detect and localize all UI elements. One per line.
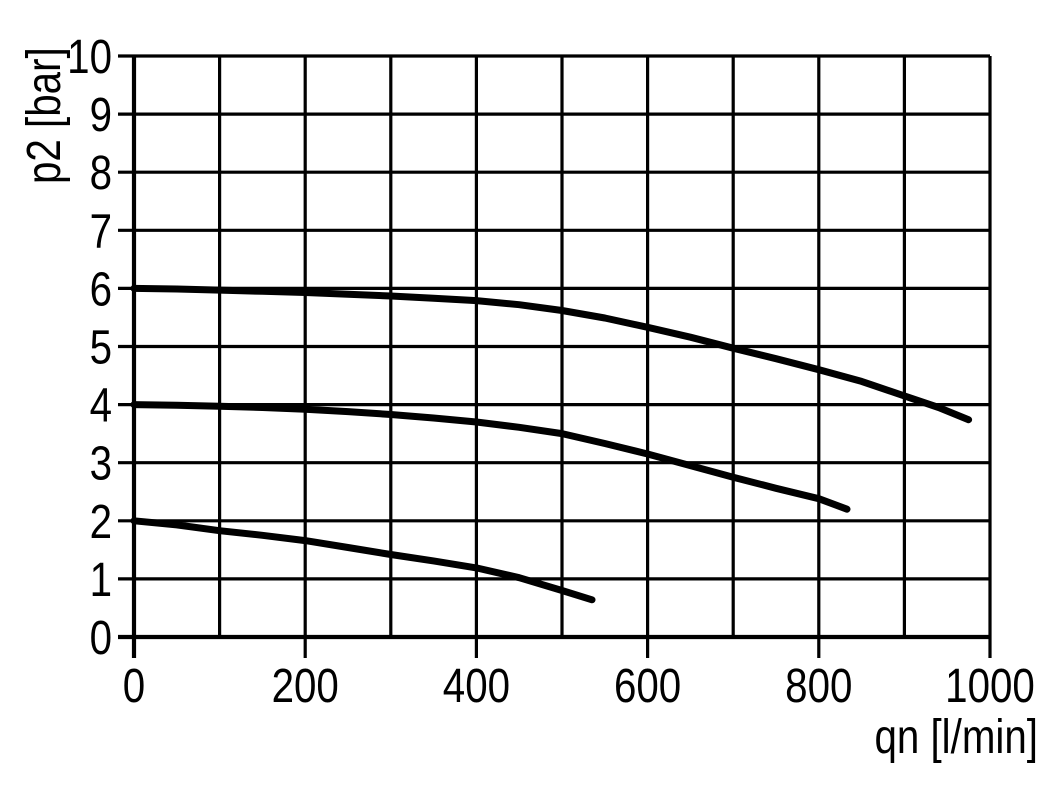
y-tick-label: 2 <box>90 496 112 549</box>
y-tick-label: 4 <box>90 379 112 432</box>
x-tick-label: 0 <box>123 660 145 713</box>
x-tick-label: 800 <box>785 660 852 713</box>
flow-curve-outlet-pressure-start-4-bar <box>130 401 851 513</box>
y-axis-label: p2 [bar] <box>18 47 71 184</box>
x-tick-label: 200 <box>272 660 339 713</box>
y-tick-label: 7 <box>90 205 112 258</box>
y-tick-label: 9 <box>90 89 112 142</box>
x-tick-label: 400 <box>443 660 510 713</box>
flow-curve-outlet-pressure-start-2-bar <box>130 517 596 604</box>
y-tick-label: 3 <box>90 437 112 490</box>
x-axis-label: qn [l/min] <box>874 711 1038 764</box>
y-tick-label: 1 <box>90 554 112 607</box>
flow-curve-outlet-pressure-start-6-bar <box>130 284 973 424</box>
y-tick-label: 0 <box>90 612 112 665</box>
y-tick-label: 5 <box>90 321 112 374</box>
y-tick-label: 6 <box>90 263 112 316</box>
x-tick-label: 1000 <box>945 660 1035 713</box>
x-tick-label: 600 <box>614 660 681 713</box>
y-tick-label: 10 <box>67 31 112 84</box>
y-tick-label: 8 <box>90 147 112 200</box>
